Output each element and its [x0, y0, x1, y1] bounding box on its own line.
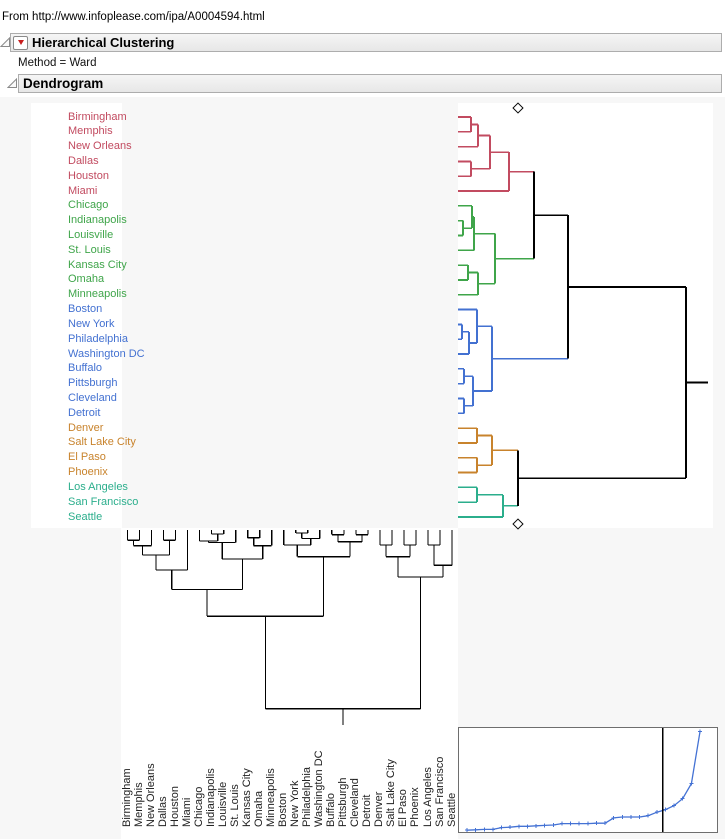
city-label: Miami: [68, 184, 98, 197]
axis-city-label: Boston: [277, 792, 290, 827]
bottom-dendrogram-panel: [121, 528, 458, 839]
axis-city-label: Houston: [169, 786, 182, 827]
axis-city-label: Dallas: [157, 796, 170, 827]
axis-city-label: San Francisco: [433, 756, 446, 827]
axis-city-label: Birmingham: [121, 768, 133, 827]
source-note: From http://www.infoplease.com/ipa/A0004…: [2, 11, 265, 23]
axis-city-label: Minneapolis: [265, 768, 278, 827]
axis-city-label: Kansas City: [241, 768, 254, 827]
axis-city-label: Philadelphia: [301, 767, 314, 827]
city-label: Washington DC: [68, 347, 145, 360]
axis-city-label: Phoenix: [409, 787, 422, 827]
axis-city-label: Los Angeles: [421, 767, 434, 827]
city-label: Denver: [68, 421, 104, 434]
red-triangle-menu-button[interactable]: [13, 35, 28, 50]
axis-city-label: Cleveland: [349, 778, 362, 827]
scree-plot-panel: [458, 727, 718, 833]
report-title: Hierarchical Clustering: [32, 35, 175, 50]
axis-city-label: Chicago: [193, 786, 206, 827]
city-label: Pittsburgh: [68, 377, 118, 390]
axis-city-label: Salt Lake City: [385, 759, 398, 827]
outline-header-hierarchical-clustering[interactable]: Hierarchical Clustering: [10, 33, 722, 52]
disclosure-triangle-icon[interactable]: [7, 78, 18, 89]
dendrogram-horizontal[interactable]: [458, 103, 713, 528]
axis-city-label: El Paso: [397, 789, 410, 827]
city-label: San Francisco: [68, 495, 139, 508]
city-label: New York: [68, 317, 115, 330]
axis-city-label: Pittsburgh: [337, 777, 350, 827]
method-label: Method = Ward: [18, 57, 97, 69]
axis-city-label: New Orleans: [145, 763, 158, 827]
red-triangle-icon: [17, 40, 24, 45]
axis-city-label: Washington DC: [313, 750, 326, 827]
axis-city-label: Detroit: [361, 794, 374, 827]
source-from-label: From: [2, 11, 29, 23]
city-label: Memphis: [68, 125, 113, 138]
city-label: New Orleans: [68, 140, 132, 153]
city-label: El Paso: [68, 451, 106, 464]
city-label: Kansas City: [68, 258, 127, 271]
city-label: Los Angeles: [68, 480, 128, 493]
city-label: St. Louis: [68, 243, 111, 256]
axis-city-label: St. Louis: [229, 784, 242, 827]
city-label: Phoenix: [68, 466, 108, 479]
city-label: Indianapolis: [68, 214, 127, 227]
axis-city-label: Louisville: [217, 781, 230, 827]
source-url: http://www.infoplease.com/ipa/A0004594.h…: [32, 11, 265, 23]
axis-city-label: New York: [289, 780, 302, 827]
city-label: Philadelphia: [68, 332, 128, 345]
city-label: Birmingham: [68, 110, 127, 123]
outline-header-dendrogram[interactable]: Dendrogram: [18, 74, 722, 93]
city-label: Omaha: [68, 273, 105, 286]
city-label: Louisville: [68, 229, 114, 242]
city-label: Boston: [68, 303, 103, 316]
dendrogram-vertical[interactable]: [121, 528, 458, 738]
dendrogram-section-title: Dendrogram: [23, 76, 104, 91]
axis-city-label: Indianapolis: [205, 768, 218, 827]
city-label: Cleveland: [68, 391, 117, 404]
city-label-panel: Birmingham Memphis New Orleans Dallas Housto…: [31, 103, 145, 528]
axis-city-label: Memphis: [133, 782, 146, 827]
axis-city-label: Omaha: [253, 790, 266, 827]
axis-city-label: Buffalo: [325, 792, 338, 827]
axis-city-label: Denver: [373, 791, 386, 827]
city-label: Houston: [68, 169, 109, 182]
city-label: Salt Lake City: [68, 436, 136, 449]
city-label: Dallas: [68, 154, 99, 167]
city-label: Chicago: [68, 199, 109, 212]
city-label: Minneapolis: [68, 288, 127, 301]
disclosure-triangle-icon[interactable]: [0, 37, 11, 48]
scree-plot: [465, 728, 702, 832]
city-label: Seattle: [68, 510, 103, 523]
city-label: Buffalo: [68, 362, 103, 375]
city-label: Detroit: [68, 406, 101, 419]
axis-city-label: Seattle: [445, 792, 458, 827]
axis-city-label: Miami: [181, 797, 194, 827]
top-dendrogram-panel: [458, 103, 713, 528]
